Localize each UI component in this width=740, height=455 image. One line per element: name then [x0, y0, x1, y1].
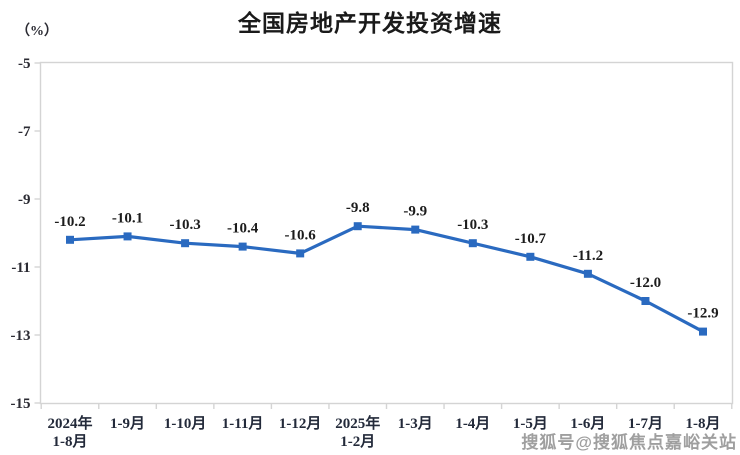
x-axis-label: 1-8月 [686, 415, 721, 432]
x-axis-label: 2024年 1-8月 [47, 414, 92, 450]
y-axis-tick-label: -13 [11, 328, 31, 344]
x-axis-label: 1-5月 [513, 415, 548, 432]
data-point-marker [296, 249, 305, 258]
data-point-marker [526, 252, 535, 261]
y-axis-tick-label: -9 [18, 192, 31, 208]
x-axis-label: 1-9月 [110, 415, 145, 432]
chart-title: 全国房地产开发投资增速 [238, 10, 502, 36]
data-label: -10.2 [54, 214, 85, 230]
data-label: -10.3 [457, 217, 488, 233]
y-axis-tick-label: -5 [18, 56, 31, 72]
x-axis-label: 1-11月 [222, 415, 264, 432]
x-axis-label: 1-3月 [398, 415, 433, 432]
x-axis-label: 2025年 1-2月 [335, 414, 380, 450]
y-axis-tick-label: -15 [11, 396, 31, 412]
data-label: -10.4 [227, 221, 259, 237]
data-label: -9.8 [346, 200, 370, 216]
x-axis-label: 1-10月 [164, 415, 207, 432]
x-axis-label: 1-6月 [570, 415, 605, 432]
x-axis-label: 1-12月 [279, 415, 322, 432]
data-label: -12.0 [630, 275, 661, 291]
data-point-marker [699, 327, 707, 336]
data-point-marker [66, 235, 74, 244]
data-point-marker [181, 239, 190, 248]
y-axis-tick-label: -11 [11, 260, 30, 276]
data-label: -10.7 [515, 231, 547, 247]
data-label: -9.9 [403, 204, 427, 220]
data-point-marker [468, 239, 477, 248]
data-label: -11.2 [573, 248, 603, 264]
data-label: -10.3 [169, 217, 200, 233]
y-axis-tick-label: -7 [18, 124, 31, 140]
x-axis-label: 1-4月 [455, 415, 490, 432]
data-point-marker [353, 222, 362, 231]
plot-border [39, 61, 734, 405]
data-point-marker [583, 269, 592, 278]
data-point-marker [641, 297, 650, 305]
data-line [68, 224, 705, 334]
x-axis-label: 1-7月 [628, 415, 663, 432]
data-point-marker [238, 242, 247, 251]
data-point-marker [123, 232, 132, 241]
data-label: -10.1 [112, 210, 143, 226]
y-axis-unit-label: （%） [16, 24, 58, 39]
data-label: -10.6 [285, 227, 317, 243]
data-point-marker [411, 225, 420, 234]
watermark: 搜狐号@搜狐焦点嘉峪关站 [521, 433, 737, 452]
data-label: -12.9 [687, 306, 718, 322]
